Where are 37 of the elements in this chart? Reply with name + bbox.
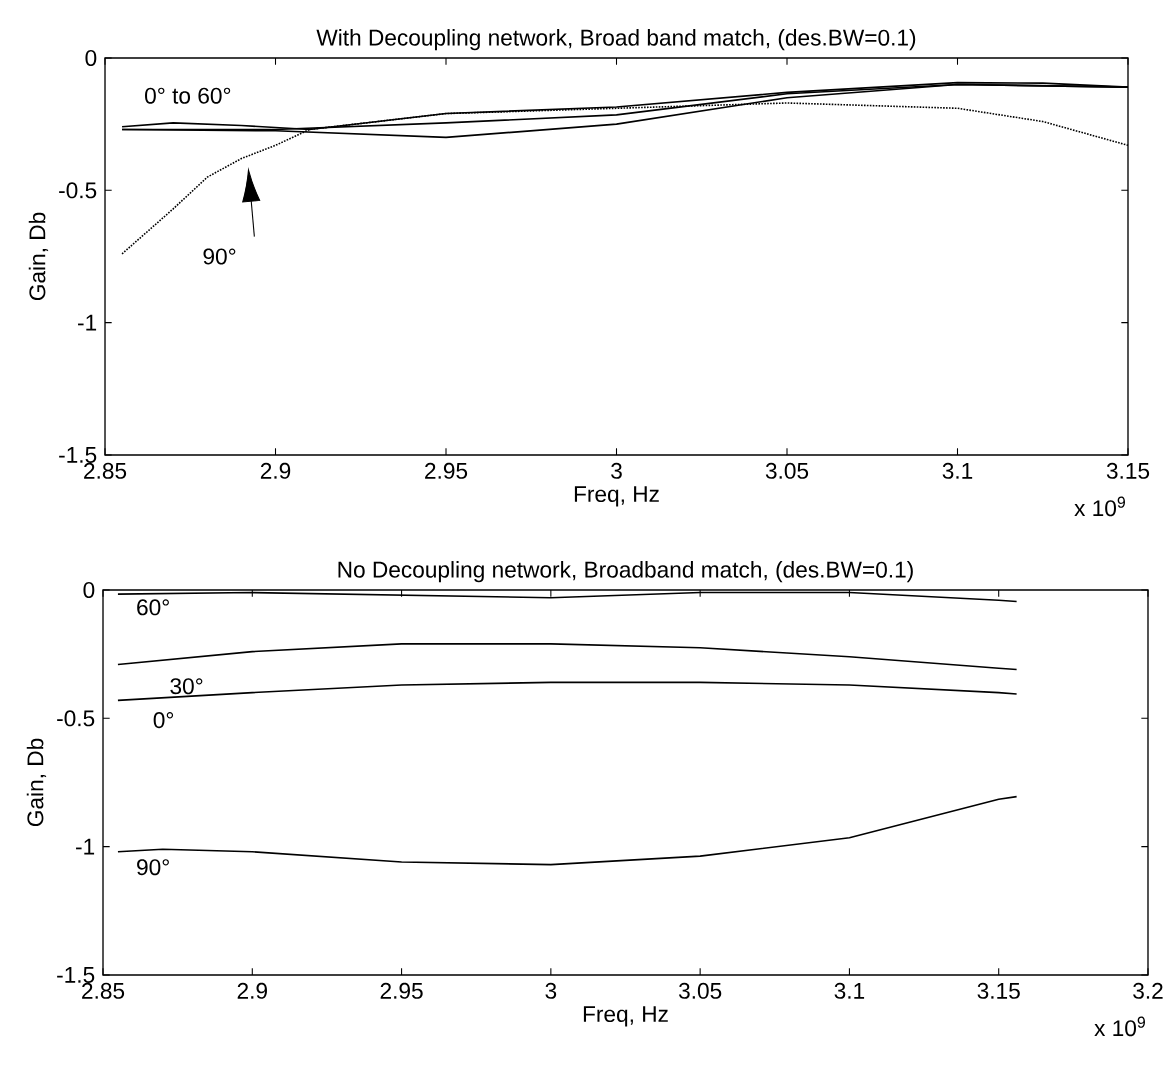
x-tick-label: 3.2 bbox=[1133, 982, 1163, 999]
x-tick-label: 2.95 bbox=[380, 982, 423, 999]
y-tick-label: -1.5 bbox=[59, 447, 97, 463]
y-tick-label: -1 bbox=[76, 838, 95, 855]
x-axis-title: Freq, Hz bbox=[583, 1006, 668, 1027]
x-tick-label: 3.05 bbox=[678, 982, 722, 999]
x-tick-label: 3.15 bbox=[977, 982, 1020, 999]
y-tick-label: -0.5 bbox=[59, 182, 97, 199]
annotation: 30° bbox=[170, 678, 203, 695]
annotation: 90° bbox=[137, 859, 169, 876]
y-tick-label: 0 bbox=[83, 581, 95, 599]
text: x 10$^{9}$ bbox=[1094, 1016, 1145, 1037]
annotation: 90° bbox=[203, 248, 236, 265]
x-tick-label: 2.85 bbox=[82, 982, 125, 999]
y-axis-title: Gain, Db bbox=[28, 212, 49, 301]
y-tick-label: -1.5 bbox=[57, 967, 95, 983]
text: x 10$^{9}$ bbox=[1074, 496, 1125, 517]
x-tick-label: 3.15 bbox=[1106, 462, 1150, 479]
y-axis-title: Gain, Db bbox=[26, 738, 47, 827]
x-tick-label: 3 bbox=[545, 982, 557, 999]
y-tick-label: -0.5 bbox=[57, 710, 95, 727]
x-tick-label: 3.1 bbox=[942, 462, 973, 479]
annotation: 0° bbox=[153, 712, 174, 729]
chart-title: No Decoupling network, Broadband match, (des.BW=0.1) bbox=[338, 561, 913, 583]
chart-title: With Decoupling network, Broad band match, (des.BW=0.1) bbox=[316, 29, 916, 51]
annotation: 60° bbox=[137, 599, 169, 616]
x-tick-label: 3.05 bbox=[765, 462, 809, 479]
x-tick-label: 2.9 bbox=[237, 982, 267, 999]
y-tick-label: 0 bbox=[85, 49, 97, 67]
x-axis-title: Freq, Hz bbox=[574, 486, 659, 507]
x-tick-label: 2.85 bbox=[84, 462, 127, 479]
y-tick-label: -1 bbox=[78, 314, 97, 331]
x-tick-label: 2.95 bbox=[425, 462, 468, 479]
x-tick-label: 2.9 bbox=[260, 462, 291, 479]
x-tick-label: 3.1 bbox=[834, 982, 865, 999]
annotation: 0° to 60° bbox=[145, 87, 231, 104]
x-tick-label: 3 bbox=[611, 462, 622, 479]
